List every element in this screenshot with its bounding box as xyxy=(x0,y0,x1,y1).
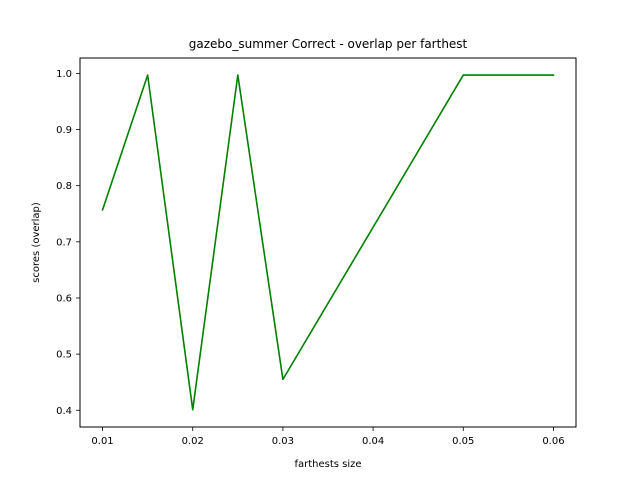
series-line-0 xyxy=(101,74,555,411)
plot-frame xyxy=(79,57,577,428)
plot-area: 0.01 0.02 0.03 0.04 0.05 0.06 0.4 0.5 0.6 0.7 0.8 0… xyxy=(56,69,564,447)
y-axis-label: scores (overlap) xyxy=(31,202,42,283)
chart-title: gazebo_summer Correct - overlap per fart… xyxy=(189,37,468,51)
x-tick-label: 0.03 xyxy=(272,436,294,447)
y-tick-label: 0.8 xyxy=(56,181,72,192)
x-tick-label: 0.01 xyxy=(91,436,113,447)
y-tick-label: 0.4 xyxy=(56,406,72,417)
y-tick-label: 0.9 xyxy=(56,125,72,136)
y-tick-label: 0.7 xyxy=(56,237,72,248)
y-tick-label: 1.0 xyxy=(56,69,72,80)
x-tick-label: 0.04 xyxy=(362,436,384,447)
x-tick-label: 0.02 xyxy=(182,436,204,447)
y-tick-label: 0.5 xyxy=(56,350,72,361)
x-axis-label: farthests size xyxy=(294,459,361,470)
x-tick-label: 0.06 xyxy=(542,436,564,447)
y-tick-label: 0.6 xyxy=(56,293,72,304)
x-tick-label: 0.05 xyxy=(452,436,474,447)
